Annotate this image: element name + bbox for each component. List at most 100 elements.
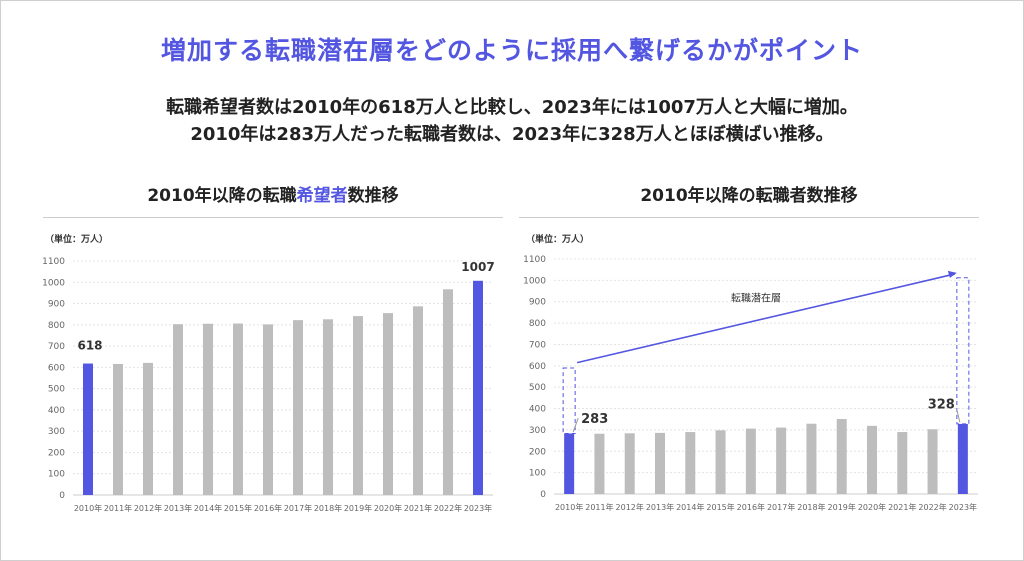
x-tick-label: 2021年 bbox=[888, 502, 916, 512]
leader-line bbox=[956, 409, 961, 423]
title-part: 2010年以降の転職 bbox=[147, 186, 297, 206]
bar-2016年 bbox=[263, 324, 273, 495]
x-tick-label: 2022年 bbox=[918, 502, 946, 512]
summary-line-2: 2010年は283万人だった転職者数は、2023年に328万人とほぼ横ばい推移。 bbox=[190, 124, 834, 145]
dashed-box-2023 bbox=[956, 277, 970, 425]
slide-title: 増加する転職潜在層をどのように採用へ繋げるかがポイント bbox=[160, 36, 863, 65]
bar-2011年 bbox=[594, 433, 605, 494]
x-tick-label: 2018年 bbox=[797, 502, 825, 512]
y-tick-label: 200 bbox=[529, 447, 546, 457]
x-tick-label: 2012年 bbox=[616, 502, 644, 512]
x-tick-label: 2021年 bbox=[404, 503, 432, 513]
x-tick-label: 2023年 bbox=[464, 503, 492, 513]
x-tick-label: 2022年 bbox=[434, 503, 462, 513]
y-tick-label: 600 bbox=[529, 362, 546, 372]
y-tick-label: 700 bbox=[48, 342, 65, 352]
bar-2014年 bbox=[203, 323, 213, 495]
bar-2015年 bbox=[233, 323, 243, 495]
x-tick-label: 2010年 bbox=[555, 502, 583, 512]
y-tick-label: 700 bbox=[529, 340, 546, 350]
y-tick-label: 400 bbox=[529, 405, 546, 415]
y-tick-label: 100 bbox=[529, 469, 546, 479]
summary-line-1: 転職希望者数は2010年の618万人と比較し、2023年には1007万人と大幅に… bbox=[166, 97, 858, 118]
x-tick-label: 2017年 bbox=[284, 503, 312, 513]
dashed-box-2010 bbox=[562, 367, 576, 435]
x-tick-label: 2015年 bbox=[224, 503, 252, 513]
bar-2012年 bbox=[624, 433, 635, 494]
left-chart-title: 2010年以降の転職希望者数推移 bbox=[43, 181, 503, 206]
title-highlight: 希望者 bbox=[296, 186, 348, 206]
divider bbox=[519, 217, 979, 218]
job-seekers-chart: （単位：万人） 0 100 200 300 400 500 600 700 800 900 1000 1… bbox=[42, 233, 495, 513]
x-tick-label: 2012年 bbox=[134, 503, 162, 513]
bar-2012年 bbox=[143, 362, 153, 495]
x-tick-label: 2014年 bbox=[194, 503, 222, 513]
divider bbox=[43, 217, 503, 218]
x-tick-label: 2011年 bbox=[585, 502, 613, 512]
bar-2010年 bbox=[83, 363, 93, 495]
y-tick-label: 1000 bbox=[523, 276, 546, 286]
right-chart-title: 2010年以降の転職者数推移 bbox=[640, 186, 858, 206]
y-tick-label: 300 bbox=[48, 427, 65, 437]
y-tick-label: 400 bbox=[48, 406, 65, 416]
bar-2018年 bbox=[806, 423, 817, 494]
x-tick-label: 2018年 bbox=[314, 503, 342, 513]
x-tick-label: 2020年 bbox=[858, 502, 886, 512]
data-label: 618 bbox=[77, 339, 102, 353]
x-tick-label: 2016年 bbox=[737, 502, 765, 512]
x-tick-label: 2016年 bbox=[254, 503, 282, 513]
bar-2013年 bbox=[173, 324, 183, 495]
bar-2016年 bbox=[745, 428, 756, 494]
title-part: 数推移 bbox=[347, 186, 399, 206]
unit-label: （単位：万人） bbox=[45, 233, 108, 245]
x-tick-label: 2019年 bbox=[344, 503, 372, 513]
x-tick-label: 2013年 bbox=[164, 503, 192, 513]
bar-2011年 bbox=[113, 363, 123, 495]
bar-2021年 bbox=[413, 306, 423, 495]
bar-2017年 bbox=[293, 320, 303, 495]
bar-2020年 bbox=[383, 313, 393, 495]
bar-2022年 bbox=[443, 289, 453, 495]
y-tick-label: 900 bbox=[48, 300, 65, 310]
y-tick-label: 0 bbox=[59, 491, 65, 501]
bar-2023年 bbox=[957, 423, 968, 494]
y-tick-label: 600 bbox=[48, 363, 65, 373]
job-changers-chart: （単位：万人） 0 100 200 300 400 500 600 700 800 900 1000 1… bbox=[523, 233, 978, 512]
y-tick-label: 100 bbox=[48, 470, 65, 480]
bar-2021年 bbox=[897, 432, 908, 494]
bar-2022年 bbox=[927, 429, 938, 494]
arrowhead-icon bbox=[947, 270, 957, 278]
bar-2015年 bbox=[715, 430, 726, 494]
bar-2019年 bbox=[353, 316, 363, 495]
bar-2010年 bbox=[564, 433, 575, 494]
x-tick-label: 2015年 bbox=[706, 502, 734, 512]
data-label: 283 bbox=[581, 412, 608, 427]
bar-2017年 bbox=[776, 427, 787, 494]
data-label: 328 bbox=[928, 398, 955, 413]
y-tick-label: 1100 bbox=[42, 257, 65, 267]
x-tick-label: 2017年 bbox=[767, 502, 795, 512]
bar-2014年 bbox=[685, 432, 696, 494]
y-tick-label: 900 bbox=[529, 298, 546, 308]
x-tick-label: 2019年 bbox=[828, 502, 856, 512]
y-tick-label: 0 bbox=[540, 490, 546, 500]
bar-2018年 bbox=[323, 319, 333, 495]
bar-2020年 bbox=[867, 425, 877, 494]
bar-2013年 bbox=[655, 432, 665, 494]
x-tick-label: 2013年 bbox=[646, 502, 674, 512]
unit-label: （単位：万人） bbox=[526, 233, 589, 245]
growth-arrow-line bbox=[576, 273, 956, 364]
y-tick-label: 800 bbox=[48, 321, 65, 331]
y-tick-label: 300 bbox=[529, 426, 546, 436]
x-tick-label: 2014年 bbox=[676, 502, 704, 512]
x-tick-label: 2023年 bbox=[949, 502, 977, 512]
y-tick-label: 500 bbox=[48, 385, 65, 395]
bar-2023年 bbox=[473, 280, 483, 495]
x-tick-label: 2020年 bbox=[374, 503, 402, 513]
bar-2019年 bbox=[836, 419, 847, 494]
y-tick-label: 800 bbox=[529, 319, 546, 329]
y-tick-label: 500 bbox=[529, 383, 546, 393]
x-tick-label: 2010年 bbox=[74, 503, 102, 513]
leader-line bbox=[572, 417, 579, 433]
